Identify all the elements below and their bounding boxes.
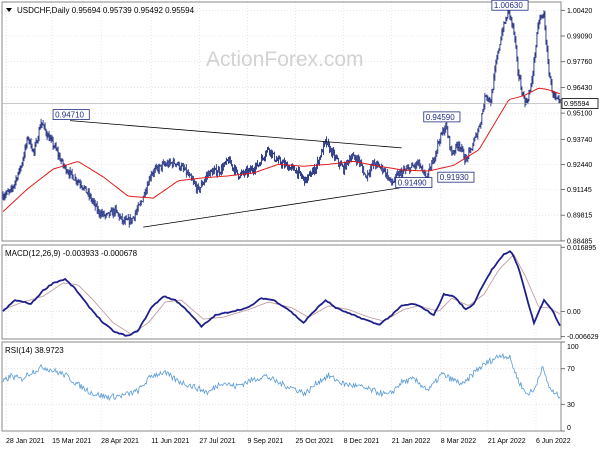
macd-layer: [2, 250, 561, 337]
last-price-label: 0.95594: [564, 101, 589, 108]
price-tick-label-2: 0.97760: [567, 59, 592, 66]
grid-lines: [2, 2, 561, 431]
macd-tick-label-2: -0.006629: [567, 334, 599, 341]
x-tick-label-6: 25 Oct 2021: [296, 438, 334, 445]
x-tick-label-8: 21 Jan 2022: [392, 438, 431, 445]
price-label-4: 0.91930: [440, 173, 469, 182]
rsi-tick-label-2: 30: [567, 402, 575, 409]
symbol-title: USDCHF,Daily 0.95694 0.95739 0.95492 0.9…: [17, 6, 195, 15]
price-tick-label-7: 0.91145: [567, 187, 592, 194]
x-tick-label-4: 27 Jul 2021: [199, 438, 235, 445]
price-label-box: [491, 0, 529, 11]
price-label-2: 0.94590: [426, 113, 455, 122]
x-tick-label-2: 28 Apr 2021: [101, 438, 139, 445]
collapse-arrow-icon[interactable]: [6, 8, 12, 12]
rsi-layer: [2, 352, 561, 402]
x-tick-label-0: 28 Jan 2021: [6, 438, 45, 445]
axis-labels: 28 Jan 2021 15 Mar 2021 28 Apr 2021 11 Jun …: [6, 8, 599, 445]
price-tick-label-0: 1.00420: [567, 8, 592, 15]
last-price-tag: [561, 98, 599, 109]
macd-signal-line: [2, 253, 561, 335]
rsi-panel-frame: [1, 341, 562, 432]
triangle-upper-line: [70, 120, 402, 149]
watermark: ActionForex.com: [206, 48, 364, 71]
price-label-box: [437, 171, 475, 183]
x-tick-label-1: 15 Mar 2021: [52, 438, 91, 445]
triangle-lower-line: [143, 186, 409, 228]
price-tick-label-5: 0.93740: [567, 137, 592, 144]
price-tick-label-1: 0.99090: [567, 34, 592, 41]
price-tick-label-8: 0.89815: [567, 213, 592, 220]
rsi-tick-label-3: 0: [567, 425, 571, 432]
price-label-0: 0.94710: [55, 111, 84, 120]
price-label-3: 0.91490: [398, 179, 427, 188]
price-label-box: [395, 177, 433, 188]
rsi-tick-label-0: 100: [567, 344, 579, 351]
moving-average-line: [2, 87, 561, 212]
x-tick-label-5: 9 Sep 2021: [247, 438, 283, 445]
rsi-title: RSI(14) 38.9723: [5, 346, 64, 355]
x-tick-label-9: 8 Mar 2022: [441, 438, 477, 445]
macd-tick-label-0: 0.016895: [567, 245, 596, 252]
price-panel-frame: [1, 1, 562, 242]
x-tick-label-3: 11 Jun 2021: [151, 438, 189, 445]
price-label-box: [52, 109, 90, 120]
price-label-1: 1.00630: [494, 1, 523, 10]
x-tick-label-10: 21 Apr 2022: [488, 438, 526, 445]
x-tick-label-11: 6 Jun 2022: [536, 438, 571, 445]
rsi-tick-label-1: 70: [567, 366, 575, 373]
price-layer: 0.94710 1.00630 0.94590 0.91490 0.91930: [2, 0, 561, 228]
macd-tick-label-1: 0.00: [567, 309, 581, 316]
price-label-box: [423, 111, 461, 123]
price-tick-label-9: 0.88485: [567, 238, 592, 245]
x-tick-label-7: 8 Dec 2021: [344, 438, 380, 445]
macd-title: MACD(12,26,9) -0.003933 -0.000678: [5, 249, 138, 258]
macd-panel-frame: [1, 244, 562, 340]
rsi-line: [2, 352, 561, 402]
price-tick-label-3: 0.96430: [567, 85, 592, 92]
price-tick-label-6: 0.92440: [567, 162, 592, 169]
macd-line: [2, 250, 561, 337]
price-tick-label-4: 0.95100: [567, 111, 592, 118]
